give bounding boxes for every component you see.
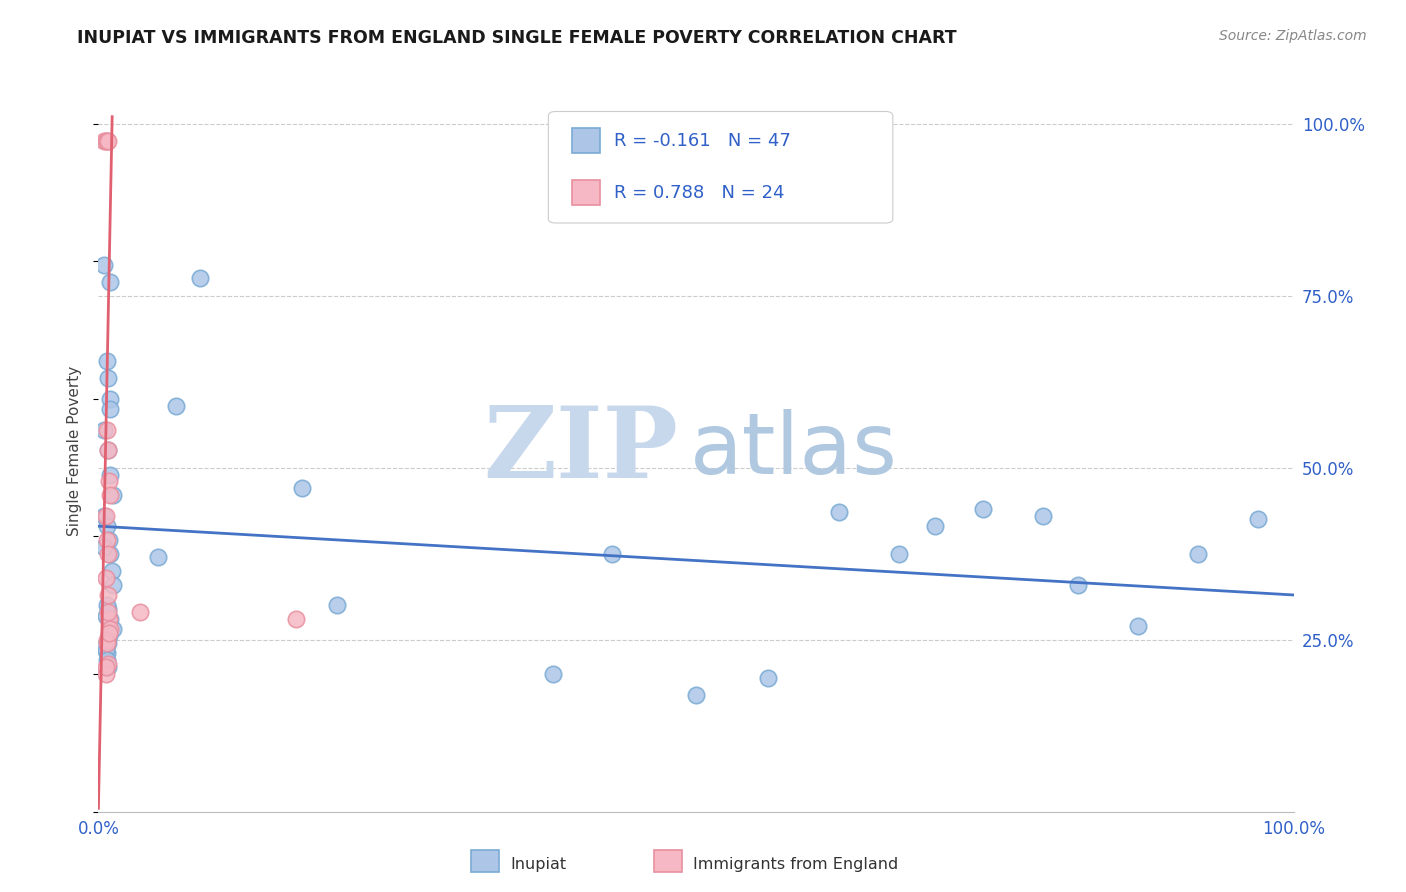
Point xyxy=(97,660,120,674)
Point xyxy=(96,423,118,437)
Point xyxy=(101,577,124,591)
Point xyxy=(97,657,120,671)
Point xyxy=(96,653,118,667)
Point xyxy=(98,612,121,626)
Text: Immigrants from England: Immigrants from England xyxy=(693,857,898,871)
Point xyxy=(97,134,120,148)
Point xyxy=(93,640,115,654)
Point xyxy=(924,519,946,533)
Point xyxy=(326,599,349,613)
Point xyxy=(98,475,121,489)
Y-axis label: Single Female Poverty: Single Female Poverty xyxy=(67,366,83,535)
Point xyxy=(94,608,117,623)
Point xyxy=(96,519,118,533)
Point xyxy=(97,443,120,458)
Point xyxy=(96,636,118,650)
Point xyxy=(602,547,624,561)
Point xyxy=(97,636,120,650)
Point xyxy=(93,134,115,148)
Point xyxy=(93,258,115,272)
Point xyxy=(98,623,122,637)
Text: R = 0.788   N = 24: R = 0.788 N = 24 xyxy=(614,184,785,202)
Point xyxy=(188,271,211,285)
Text: INUPIAT VS IMMIGRANTS FROM ENGLAND SINGLE FEMALE POVERTY CORRELATION CHART: INUPIAT VS IMMIGRANTS FROM ENGLAND SINGL… xyxy=(77,29,957,46)
Point xyxy=(828,505,851,519)
Text: ZIP: ZIP xyxy=(484,402,678,499)
Point xyxy=(98,488,122,502)
Point xyxy=(97,371,120,385)
Point xyxy=(291,481,314,495)
Point xyxy=(1128,619,1150,633)
Point xyxy=(94,134,117,148)
Point xyxy=(97,547,120,561)
Point xyxy=(96,354,118,368)
Text: atlas: atlas xyxy=(690,409,898,492)
Point xyxy=(1247,512,1270,526)
Point xyxy=(129,605,152,619)
Point xyxy=(94,667,117,681)
Point xyxy=(98,392,122,406)
Point xyxy=(1187,547,1209,561)
Point xyxy=(94,508,117,523)
Point xyxy=(101,488,124,502)
Point xyxy=(94,660,117,674)
Point xyxy=(94,643,117,657)
Point xyxy=(96,533,118,547)
Point xyxy=(97,601,120,615)
Point xyxy=(98,547,122,561)
Point xyxy=(97,605,120,619)
Point xyxy=(101,623,124,637)
Point xyxy=(98,467,122,482)
Point xyxy=(93,508,115,523)
Point xyxy=(756,671,779,685)
Point xyxy=(96,134,118,148)
Point xyxy=(97,443,120,458)
Point xyxy=(1032,508,1054,523)
Point xyxy=(94,571,117,585)
Text: R = -0.161   N = 47: R = -0.161 N = 47 xyxy=(614,132,792,150)
Point xyxy=(97,588,120,602)
Point xyxy=(165,399,187,413)
Point xyxy=(889,547,911,561)
Point xyxy=(541,667,564,681)
Point xyxy=(93,423,115,437)
Text: Source: ZipAtlas.com: Source: ZipAtlas.com xyxy=(1219,29,1367,43)
Text: Inupiat: Inupiat xyxy=(510,857,567,871)
Point xyxy=(96,599,118,613)
Point xyxy=(148,550,170,565)
Point xyxy=(98,629,121,643)
Point xyxy=(98,275,122,289)
Point xyxy=(96,632,118,647)
Point xyxy=(284,612,307,626)
Point xyxy=(100,564,122,578)
Point xyxy=(98,625,121,640)
Point xyxy=(1067,577,1090,591)
Point xyxy=(685,688,707,702)
Point xyxy=(98,402,122,417)
Point xyxy=(98,612,122,626)
Point xyxy=(93,540,115,554)
Point xyxy=(96,647,118,661)
Point xyxy=(972,502,994,516)
Point xyxy=(98,533,121,547)
